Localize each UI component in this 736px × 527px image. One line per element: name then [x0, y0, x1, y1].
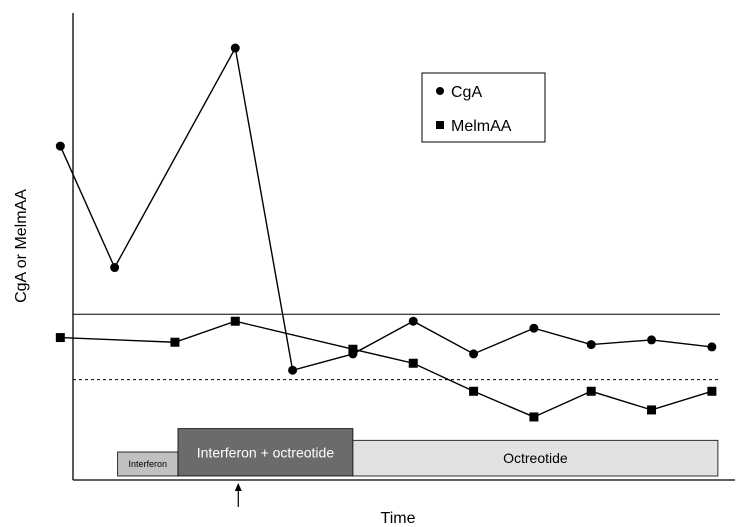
arrow-head-icon — [234, 483, 242, 491]
point-melmaa-5 — [408, 358, 418, 368]
treatment-bar-3 — [352, 439, 719, 477]
legend-circle-icon — [436, 87, 444, 95]
legend: CgA MelmAA — [421, 72, 546, 143]
x-axis-label: Time — [381, 510, 416, 527]
point-cga-1 — [55, 141, 65, 151]
point-melmaa-7 — [529, 412, 539, 422]
series-line-cga — [59, 45, 712, 372]
point-cga-2 — [110, 263, 120, 273]
point-cga-6 — [408, 316, 418, 326]
point-melmaa-9 — [647, 405, 657, 415]
point-melmaa-4 — [348, 344, 358, 354]
point-cga-3 — [230, 43, 240, 53]
treatment-bar-2 — [177, 428, 354, 477]
treatment-bars: Interferon Interferon + octreotide Octreot… — [117, 428, 719, 477]
treatment-bar-1 — [117, 451, 179, 477]
axes — [72, 13, 735, 481]
series-line-melmaa — [60, 320, 713, 418]
point-cga-9 — [586, 340, 596, 350]
legend-box — [421, 72, 546, 143]
start-arrow — [234, 483, 242, 507]
point-melmaa-8 — [586, 386, 596, 396]
point-cga-7 — [469, 349, 479, 359]
legend-label-melmaa: MelmAA — [451, 118, 512, 135]
y-axis-label: CgA or MelmAA — [13, 189, 30, 303]
point-cga-4 — [288, 365, 298, 375]
treatment-label-2: Interferon + octreotide — [197, 444, 335, 460]
point-melmaa-10 — [707, 386, 717, 396]
point-melmaa-1 — [55, 333, 65, 343]
reference-lines — [73, 313, 720, 381]
point-cga-10 — [647, 335, 657, 345]
point-cga-11 — [707, 342, 717, 352]
series-group — [55, 43, 717, 422]
legend-label-cga: CgA — [451, 84, 482, 101]
legend-square-icon — [436, 121, 444, 129]
point-melmaa-6 — [469, 386, 479, 396]
point-melmaa-2 — [170, 337, 180, 347]
treatment-label-3: Octreotide — [503, 450, 568, 466]
point-cga-8 — [529, 323, 539, 333]
point-melmaa-3 — [230, 316, 240, 326]
treatment-label-1: Interferon — [129, 459, 168, 469]
